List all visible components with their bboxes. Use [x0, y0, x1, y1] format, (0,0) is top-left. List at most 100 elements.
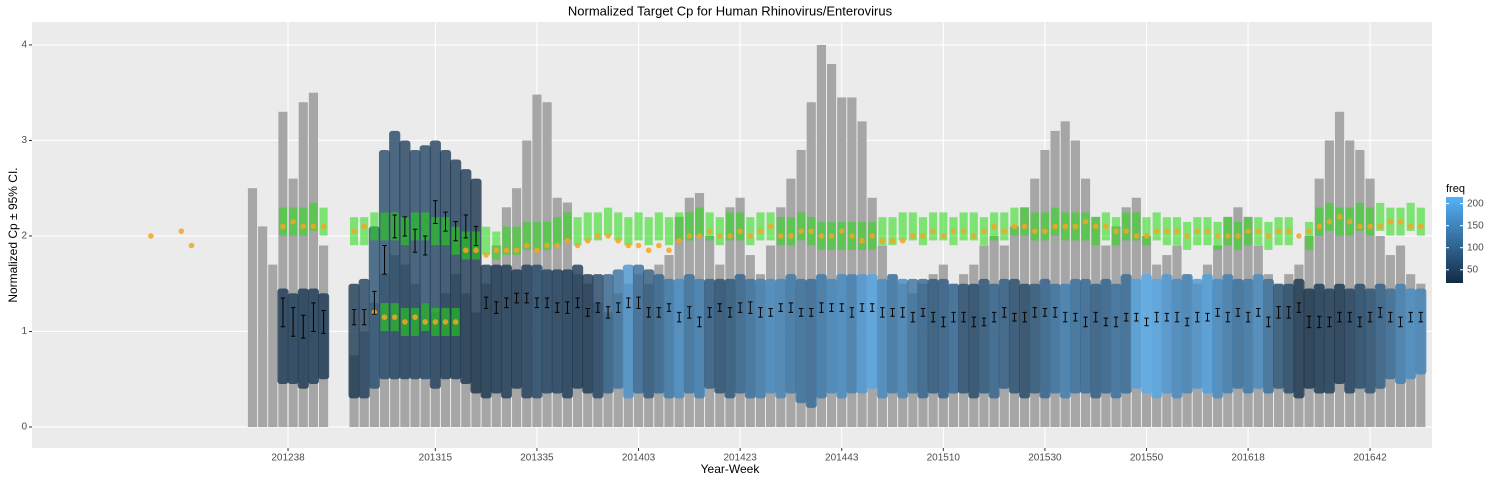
green-points [959, 212, 968, 241]
point-cloud [775, 278, 787, 399]
green-points [1305, 221, 1314, 250]
error-bar [514, 292, 519, 304]
error-bar [575, 297, 580, 309]
error-bar [1377, 307, 1383, 318]
green-points [1132, 212, 1141, 241]
point-cloud [480, 264, 492, 399]
point-cloud [1140, 274, 1153, 394]
orange-point [1418, 223, 1424, 230]
green-points [492, 231, 501, 260]
error-bar [951, 311, 956, 323]
orange-point [849, 233, 855, 239]
error-bar [991, 311, 997, 323]
green-points [583, 212, 592, 241]
point-cloud [653, 274, 665, 394]
x-tick-label: 201510 [927, 453, 961, 464]
bar [806, 102, 816, 427]
orange-point [828, 233, 835, 239]
orange-point [910, 233, 916, 239]
orange-point [899, 237, 906, 244]
error-bar [768, 308, 773, 317]
error-bar [1418, 311, 1424, 323]
point-cloud [998, 278, 1010, 389]
green-points [664, 217, 674, 246]
green-points [654, 212, 663, 241]
error-bar [473, 225, 479, 247]
error-bar [1276, 306, 1281, 319]
point-cloud [1100, 278, 1112, 394]
green-points [593, 212, 602, 241]
error-bar [616, 302, 621, 313]
error-bar [829, 303, 834, 312]
orange-point [605, 233, 611, 239]
point-cloud [1039, 278, 1051, 399]
error-bar [778, 303, 783, 312]
x-tick-label: 201335 [520, 453, 554, 464]
point-cloud [1130, 278, 1142, 389]
x-axis-title: Year-Week [701, 462, 761, 476]
green-points [299, 207, 308, 236]
orange-point [351, 228, 357, 234]
point-cloud [490, 264, 502, 394]
point-cloud [1232, 278, 1244, 389]
orange-point [666, 247, 672, 254]
point-cloud [825, 278, 838, 394]
point-cloud [1293, 278, 1305, 399]
orange-point [737, 228, 743, 234]
point-cloud [734, 274, 746, 394]
error-bar [1154, 311, 1159, 323]
point-cloud [958, 283, 970, 394]
orange-point [970, 233, 977, 239]
error-bar [1032, 307, 1037, 318]
point-cloud [1415, 288, 1427, 375]
orange-point [1326, 218, 1333, 225]
point-cloud [602, 274, 614, 394]
point-cloud [389, 130, 401, 380]
orange-point [960, 228, 967, 234]
error-bar [1367, 311, 1373, 323]
orange-point [1224, 233, 1231, 239]
error-bar [666, 303, 672, 312]
point-cloud [1029, 283, 1041, 394]
orange-point [940, 233, 947, 239]
bar [837, 97, 847, 427]
bar [298, 102, 308, 427]
error-bar [930, 311, 936, 323]
point-cloud [1222, 274, 1234, 394]
orange-point [1235, 233, 1241, 239]
green-points [756, 212, 765, 241]
point-cloud [470, 178, 482, 394]
error-bar [676, 311, 682, 323]
green-points [410, 307, 420, 336]
point-cloud [704, 278, 716, 389]
orange-point [1123, 228, 1129, 234]
error-bar [1052, 307, 1058, 318]
x-tick-label: 201315 [419, 453, 453, 464]
point-cloud [409, 149, 421, 380]
green-points [1365, 207, 1375, 236]
point-cloud [561, 269, 574, 399]
green-points [1376, 202, 1385, 231]
error-bar [798, 308, 804, 317]
x-tick-label: 201238 [271, 453, 305, 464]
x-tick-label: 201618 [1231, 453, 1265, 464]
error-bar [626, 297, 631, 309]
orange-point [513, 247, 520, 254]
point-cloud [1110, 283, 1122, 399]
orange-point [280, 223, 286, 230]
point-cloud [541, 269, 553, 394]
error-bar [1205, 312, 1210, 322]
error-bar [1144, 317, 1149, 327]
x-tick-label: 201550 [1130, 453, 1164, 464]
bar [532, 94, 542, 427]
error-bar [1073, 312, 1078, 322]
orange-point [574, 242, 581, 249]
error-bar [311, 302, 316, 332]
green-points [1122, 212, 1131, 241]
green-points [421, 303, 430, 332]
bar [1060, 121, 1070, 427]
bar [1345, 140, 1355, 427]
point-cloud [1201, 274, 1214, 394]
point-cloud [1354, 283, 1366, 389]
point-cloud [917, 278, 929, 399]
